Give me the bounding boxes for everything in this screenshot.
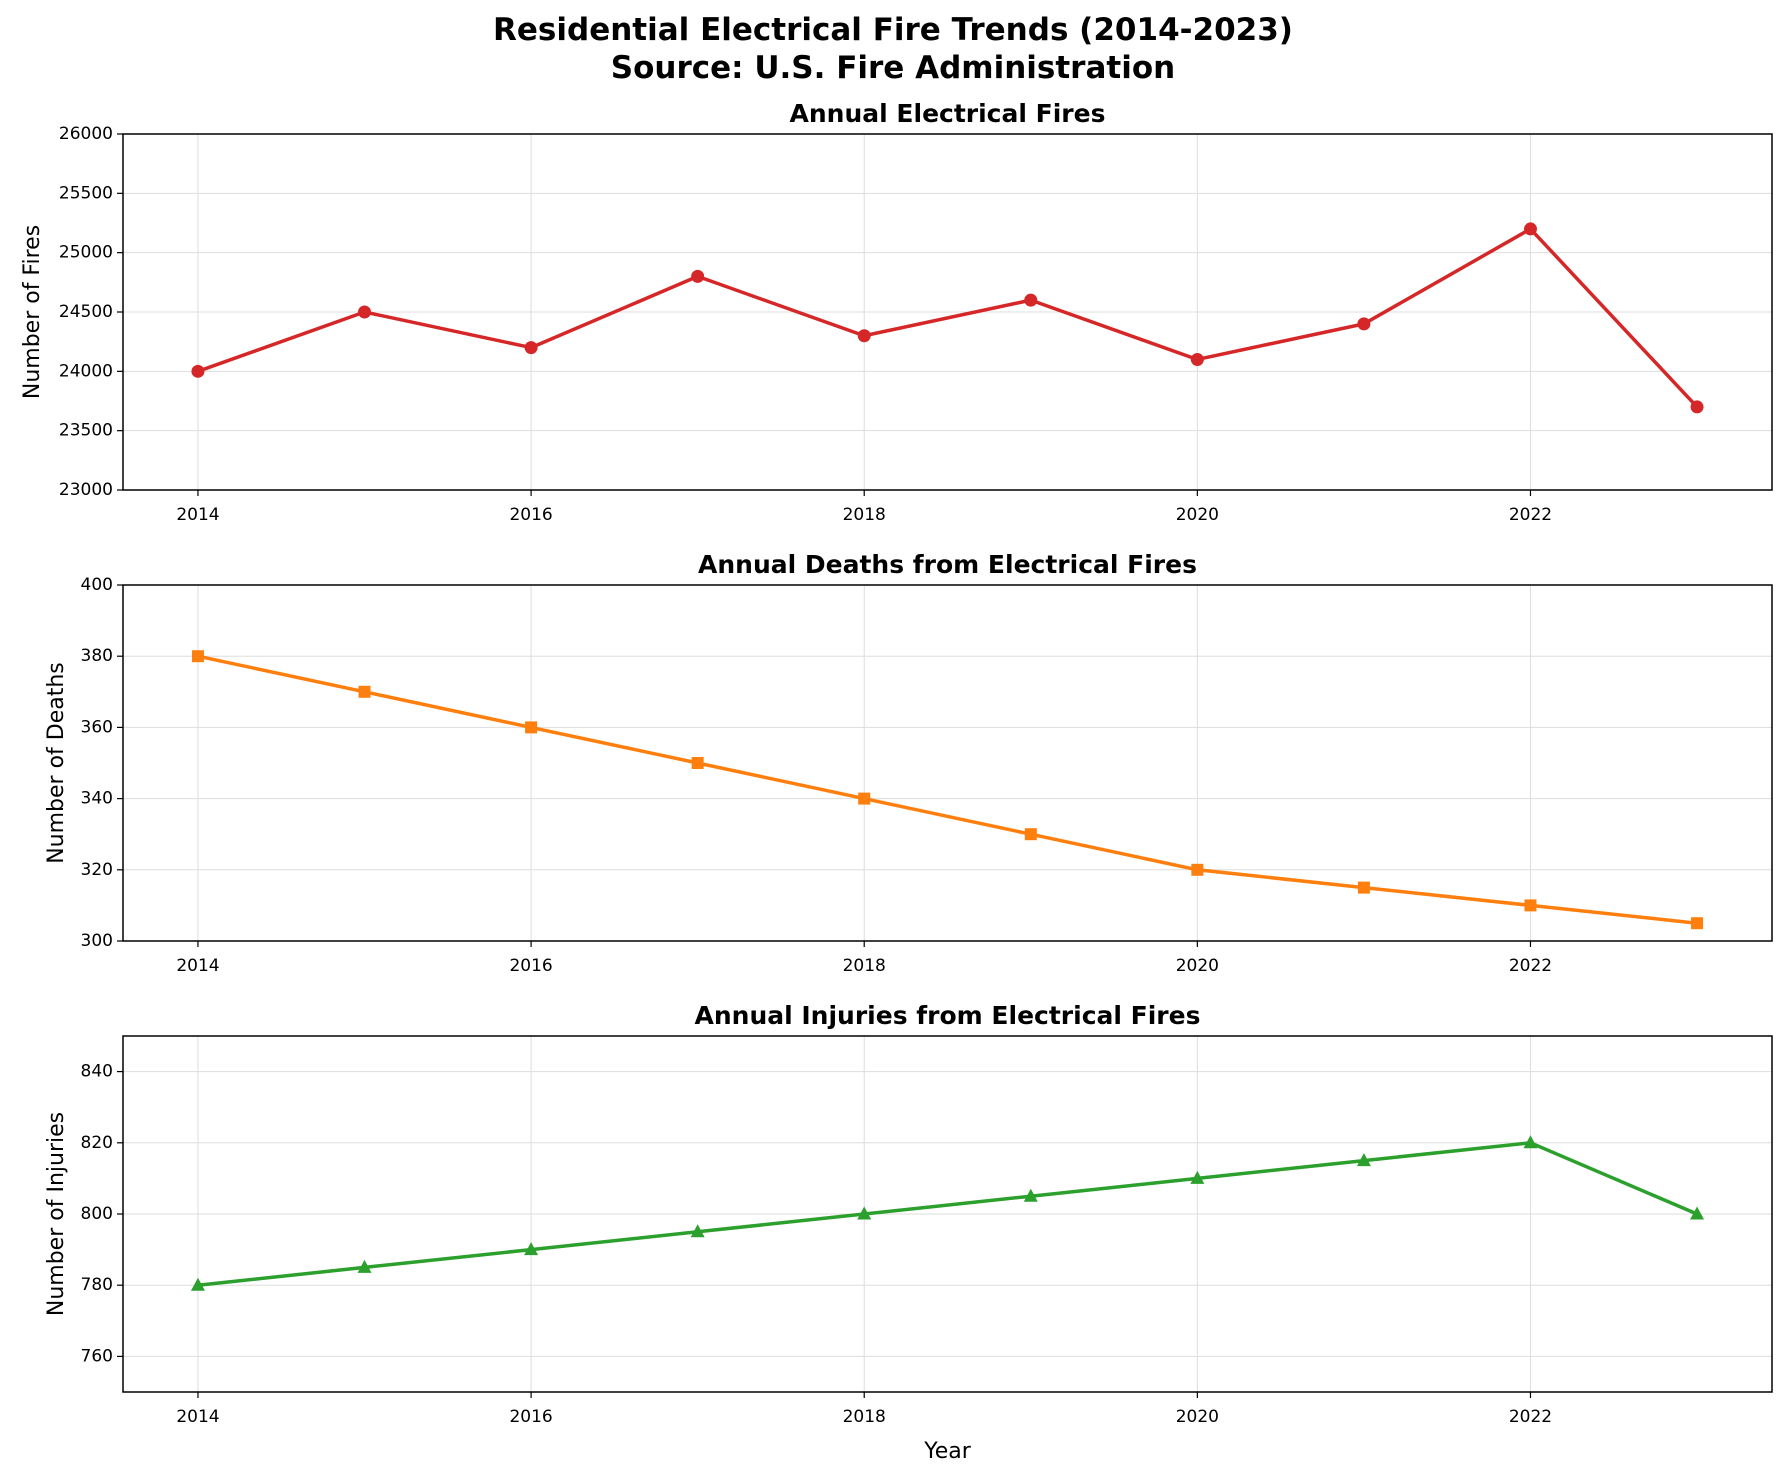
chart-1: Annual Electrical Fires Number of Fires 23… — [20, 99, 1773, 525]
x-tick-label: 2014 — [176, 956, 219, 976]
data-point — [525, 721, 538, 734]
chart-2: Annual Deaths from Electrical Fires Numbe… — [44, 550, 1773, 976]
data-point — [1190, 352, 1204, 366]
y-tick-label: 780 — [81, 1275, 113, 1295]
data-point — [691, 269, 705, 283]
series-line — [196, 1141, 1699, 1287]
data-point — [1024, 828, 1037, 841]
y-tick-label: 23000 — [59, 480, 113, 500]
data-point — [1190, 1170, 1205, 1184]
y-axis-label: Number of Deaths — [44, 662, 69, 864]
data-point — [358, 305, 372, 319]
y-tick-label: 760 — [81, 1346, 113, 1366]
y-tick-label: 25500 — [59, 183, 113, 203]
x-tick-label: 2022 — [1509, 956, 1552, 976]
x-tick-label: 2022 — [1509, 1407, 1552, 1427]
x-tick-label: 2016 — [509, 505, 552, 525]
x-tick-label: 2018 — [843, 1407, 886, 1427]
data-point — [191, 364, 205, 378]
series-line — [196, 654, 1699, 925]
data-point — [357, 1259, 372, 1273]
chart-title: Annual Injuries from Electrical Fires — [695, 1001, 1201, 1030]
y-tick-label: 800 — [81, 1204, 113, 1224]
chart-title: Annual Deaths from Electrical Fires — [698, 550, 1197, 579]
data-point — [858, 792, 871, 805]
y-tick-label: 400 — [81, 575, 113, 595]
data-point — [1523, 222, 1537, 236]
plot-frame — [122, 1035, 1773, 1393]
data-point — [690, 1224, 705, 1238]
data-point — [191, 650, 204, 663]
y-tick-label: 25000 — [59, 243, 113, 263]
data-point — [1691, 917, 1704, 930]
x-tick-label: 2014 — [176, 1407, 219, 1427]
data-point — [691, 757, 704, 769]
x-axis-label: Year — [923, 1439, 972, 1464]
x-tick-label: 2020 — [1176, 505, 1219, 525]
chart-title: Annual Electrical Fires — [790, 99, 1106, 128]
y-tick-label: 320 — [81, 860, 113, 880]
y-tick-label: 24500 — [59, 302, 113, 322]
data-point — [1024, 293, 1038, 307]
y-tick-label: 380 — [81, 646, 113, 666]
plot-frame — [122, 133, 1773, 491]
data-point — [524, 341, 538, 355]
y-tick-label: 840 — [81, 1062, 113, 1082]
data-point — [190, 1277, 205, 1291]
y-tick-label: 340 — [81, 789, 113, 809]
data-point — [1023, 1188, 1038, 1202]
data-point — [1524, 899, 1537, 912]
data-point — [1357, 317, 1371, 331]
x-tick-label: 2016 — [509, 956, 552, 976]
plot-frame — [122, 584, 1773, 942]
y-tick-label: 820 — [81, 1133, 113, 1153]
y-tick-label: 360 — [81, 717, 113, 737]
chart-3: Annual Injuries from Electrical Fires Num… — [44, 1001, 1773, 1464]
data-point — [1357, 881, 1370, 894]
figure-title-line-1: Residential Electrical Fire Trends (2014… — [493, 12, 1293, 48]
x-tick-label: 2022 — [1509, 505, 1552, 525]
data-point — [1191, 863, 1204, 876]
y-tick-label: 300 — [81, 931, 113, 951]
x-tick-label: 2018 — [843, 505, 886, 525]
series-line — [196, 227, 1699, 409]
data-point — [857, 329, 871, 343]
data-point — [1523, 1135, 1538, 1149]
data-point — [857, 1206, 872, 1220]
x-tick-label: 2018 — [843, 956, 886, 976]
data-point — [358, 685, 371, 698]
figure-title-line-2: Source: U.S. Fire Administration — [611, 50, 1175, 86]
data-point — [524, 1242, 539, 1256]
charts-container: Annual Electrical Fires Number of Fires 23… — [20, 99, 1773, 1464]
x-tick-label: 2020 — [1176, 1407, 1219, 1427]
data-point — [1690, 400, 1704, 414]
x-tick-label: 2014 — [176, 505, 219, 525]
y-tick-label: 26000 — [59, 124, 113, 144]
y-tick-label: 24000 — [59, 361, 113, 381]
data-point — [1356, 1153, 1371, 1167]
x-tick-label: 2016 — [509, 1407, 552, 1427]
data-point — [1690, 1206, 1705, 1220]
x-tick-label: 2020 — [1176, 956, 1219, 976]
y-tick-label: 23500 — [59, 421, 113, 441]
y-axis-label: Number of Injuries — [44, 1112, 69, 1316]
y-axis-label: Number of Fires — [20, 225, 45, 399]
